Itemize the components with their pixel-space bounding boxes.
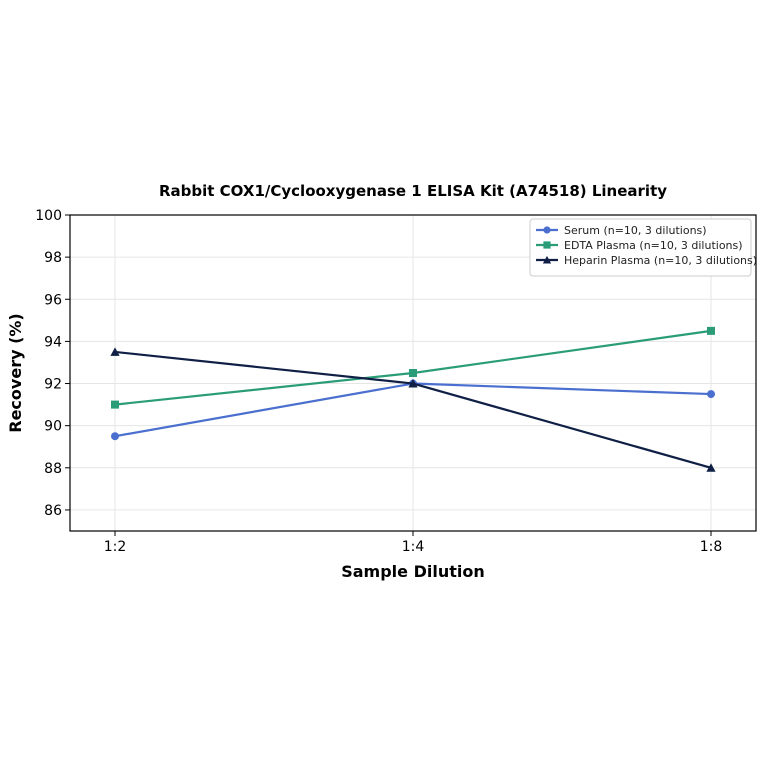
axis-ticks: 86 88 90 92 94 96 98 100 1:2 1:4 1:8 bbox=[35, 208, 722, 555]
y-axis-label: Recovery (%) bbox=[6, 313, 25, 432]
data-point bbox=[408, 378, 418, 388]
data-point bbox=[409, 369, 417, 377]
x-axis-label: Sample Dilution bbox=[341, 562, 485, 581]
legend-item: Heparin Plasma (n=10, 3 dilutions) bbox=[536, 254, 757, 267]
y-tick-label: 100 bbox=[35, 208, 62, 224]
legend-box bbox=[529, 218, 752, 277]
legend-marker bbox=[542, 255, 552, 264]
legend: Serum (n=10, 3 dilutions) EDTA Plasma (n=… bbox=[529, 218, 757, 277]
x-tick-label: 1:8 bbox=[700, 539, 723, 555]
chart-title: Rabbit COX1/Cyclooxygenase 1 ELISA Kit (… bbox=[159, 182, 667, 200]
y-tick-label: 88 bbox=[44, 461, 62, 477]
x-tick-label: 1:2 bbox=[104, 539, 127, 555]
y-tick-label: 98 bbox=[44, 250, 62, 266]
y-tick-label: 92 bbox=[44, 377, 62, 393]
x-tick-label: 1:4 bbox=[402, 539, 425, 555]
y-tick-label: 86 bbox=[44, 503, 62, 519]
series-2 bbox=[110, 347, 716, 472]
legend-marker bbox=[543, 226, 551, 234]
data-point bbox=[707, 390, 715, 399]
legend-label: Heparin Plasma (n=10, 3 dilutions) bbox=[564, 254, 757, 267]
y-tick-label: 94 bbox=[44, 334, 62, 350]
data-point bbox=[707, 326, 715, 335]
y-tick-label: 90 bbox=[44, 419, 62, 435]
legend-item: Serum (n=10, 3 dilutions) bbox=[536, 224, 707, 237]
series-1 bbox=[111, 326, 715, 409]
legend-item: EDTA Plasma (n=10, 3 dilutions) bbox=[536, 239, 743, 252]
data-point bbox=[706, 463, 716, 472]
data-point bbox=[111, 400, 119, 409]
series-layer bbox=[110, 326, 716, 472]
legend-marker bbox=[543, 241, 551, 249]
data-point bbox=[111, 432, 119, 441]
legend-label: EDTA Plasma (n=10, 3 dilutions) bbox=[564, 239, 743, 252]
data-point bbox=[110, 347, 120, 356]
legend-label: Serum (n=10, 3 dilutions) bbox=[564, 224, 707, 237]
y-tick-label: 96 bbox=[44, 292, 62, 308]
